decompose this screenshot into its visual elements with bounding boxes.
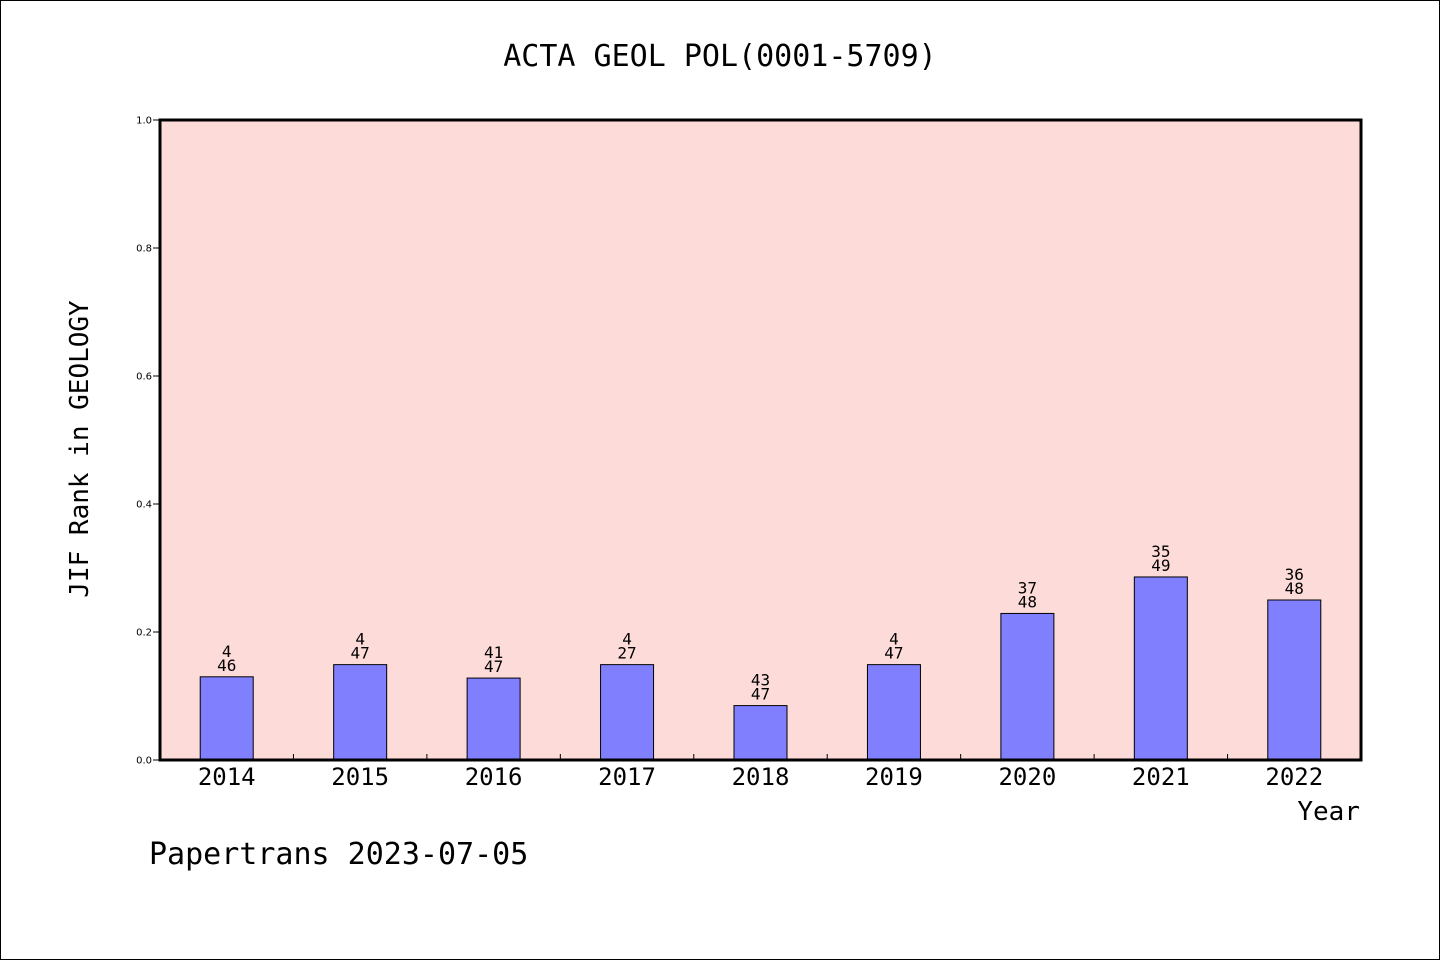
x-tick-label: 2014	[198, 763, 256, 791]
data-label-total: 27	[617, 644, 636, 663]
data-label-rank: 4	[889, 630, 899, 649]
bar-series	[199, 576, 1322, 761]
data-label-rank: 35	[1151, 542, 1170, 561]
bar-2022	[1267, 599, 1322, 761]
x-tick-label: 2021	[1132, 763, 1190, 791]
bar-2014	[199, 676, 254, 761]
x-axis-label: Year	[1297, 797, 1360, 827]
y-tick-label: 0.8	[136, 244, 152, 255]
y-tick-label: 0.4	[136, 500, 152, 511]
data-label-total: 49	[1151, 556, 1170, 575]
data-label-rank: 41	[484, 643, 503, 662]
x-tick-label: 2016	[465, 763, 523, 791]
bar-2016	[466, 677, 521, 761]
x-tick-label: 2020	[998, 763, 1056, 791]
x-tick-label: 2017	[598, 763, 656, 791]
footer-credit: Papertrans 2023-07-05	[149, 837, 528, 872]
bar-2015	[333, 664, 388, 761]
chart-title: ACTA GEOL POL(0001-5709)	[503, 39, 936, 74]
data-label-rank: 4	[622, 630, 632, 649]
bar-2019	[866, 664, 921, 761]
data-label-rank: 36	[1285, 565, 1304, 584]
y-tick-label: 0.0	[136, 756, 152, 767]
data-label-total: 48	[1285, 579, 1304, 598]
data-label-rank: 37	[1018, 578, 1037, 597]
x-axis-tick-labels: 2014 2015 2016 2017 2018 2019 2020 2021 2022	[198, 763, 1323, 791]
data-label-total: 48	[1018, 592, 1037, 611]
data-label-total: 47	[351, 644, 370, 663]
data-label-total: 47	[484, 657, 503, 676]
data-label-rank: 4	[355, 630, 365, 649]
x-tick-label: 2019	[865, 763, 923, 791]
y-tick-label: 0.2	[136, 628, 152, 639]
x-tick-label: 2018	[732, 763, 790, 791]
data-label-total: 47	[884, 644, 903, 663]
x-tick-label: 2022	[1265, 763, 1323, 791]
y-tick-label: 1.0	[136, 116, 152, 127]
bar-2020	[1000, 612, 1055, 761]
bar-2017	[600, 664, 655, 761]
data-label-rank: 43	[751, 671, 770, 690]
x-tick-label: 2015	[331, 763, 389, 791]
data-label-total: 46	[217, 656, 236, 675]
y-tick-label: 0.6	[136, 372, 152, 383]
data-label-rank: 4	[222, 642, 232, 661]
y-axis-label: JIF Rank in GEOLOGY	[65, 300, 95, 598]
plot-frame	[158, 118, 1363, 762]
bar-2021	[1133, 576, 1188, 761]
bar-2018	[733, 705, 788, 761]
data-label-total: 47	[751, 685, 770, 704]
